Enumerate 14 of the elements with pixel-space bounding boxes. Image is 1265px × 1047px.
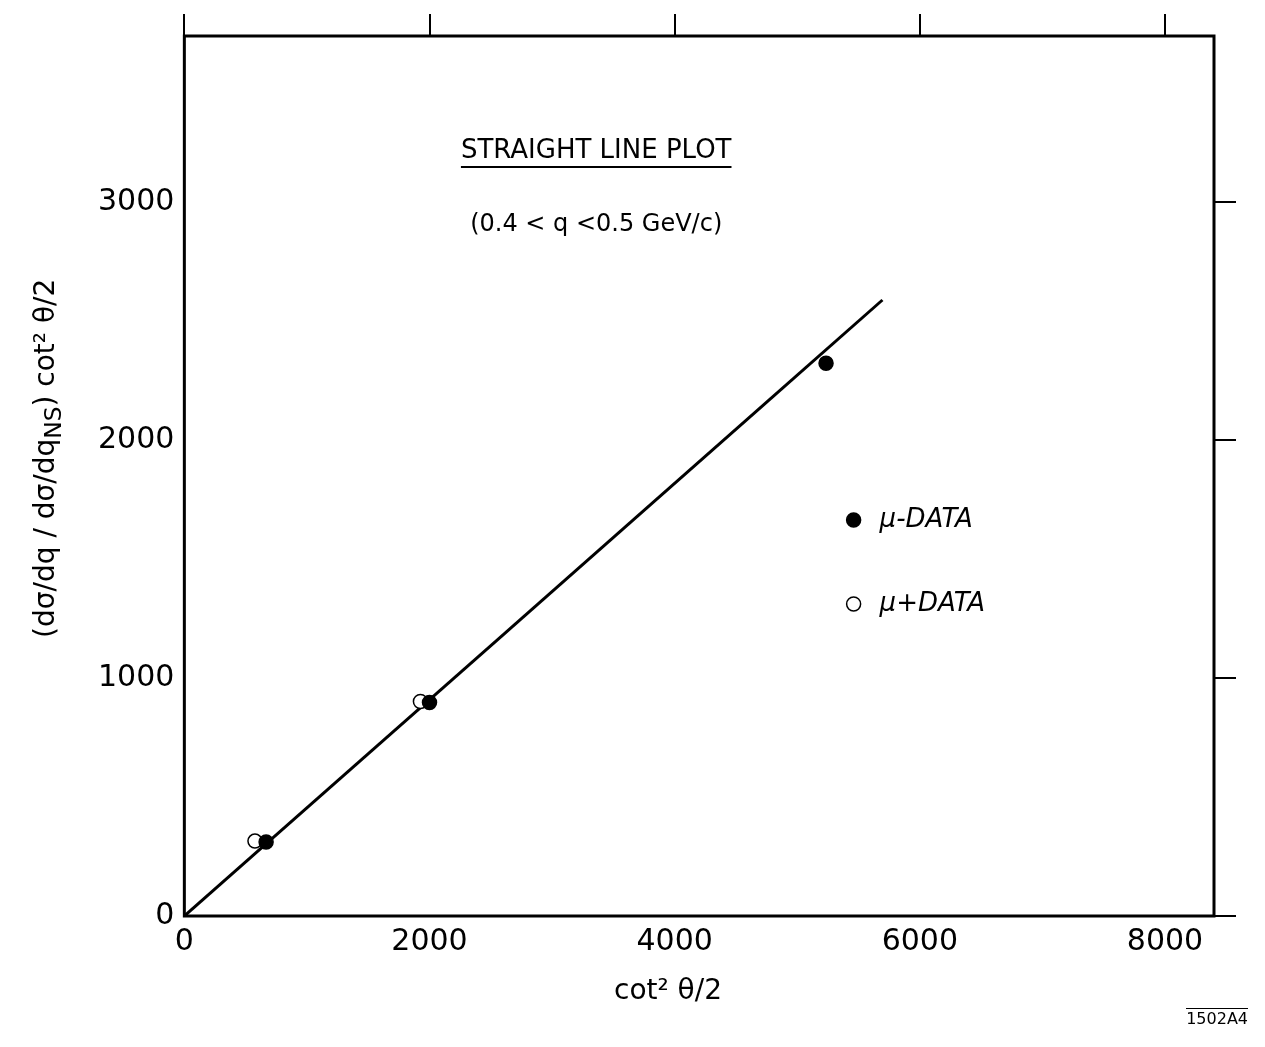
text: 1502A4 [1186, 1008, 1248, 1028]
y-tick-label: 2000 [97, 420, 175, 456]
text: STRAIGHT LINE PLOT [460, 134, 732, 164]
legend-label: μ-DATA [878, 502, 973, 533]
legend-label: μ+DATA [878, 586, 986, 617]
x-tick-label: 4000 [636, 921, 713, 957]
x-tick-label: 6000 [881, 921, 958, 957]
x-tick-label: 8000 [1126, 921, 1204, 957]
x-tick-label: 2000 [391, 921, 468, 957]
y-tick-label: 0 [155, 895, 175, 931]
y-tick-label: 3000 [97, 182, 175, 218]
x-axis-title: cot² θ/2 [613, 973, 723, 1006]
y-tick-label: 1000 [97, 657, 175, 693]
text: (0.4 < q <0.5 GeV/c) [470, 209, 723, 237]
